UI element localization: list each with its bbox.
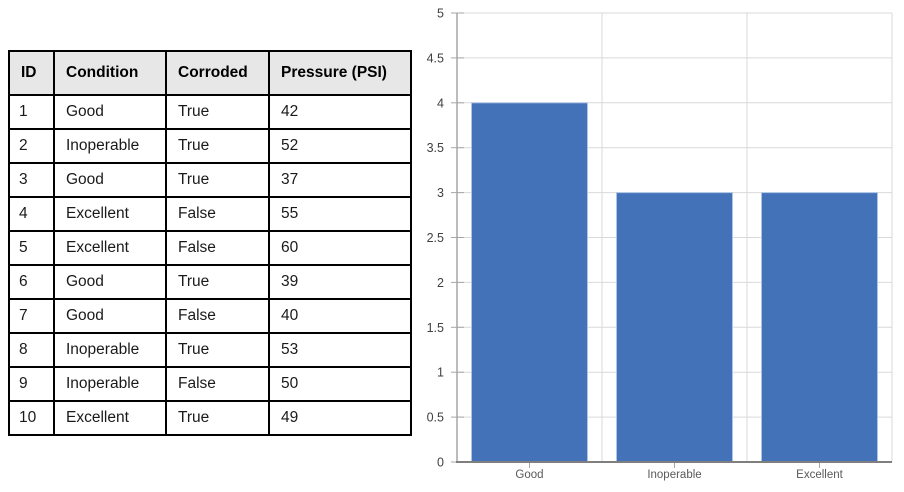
table-cell: True [165, 400, 270, 436]
y-axis-label: 5 [437, 7, 444, 21]
table-cell: Inoperable [53, 332, 167, 368]
y-axis-label: 0.5 [427, 411, 444, 425]
table-row: 6 Good True 39 [8, 264, 412, 300]
table-cell: 10 [8, 400, 55, 436]
table-cell: 49 [268, 400, 412, 436]
table-cell: 40 [268, 298, 412, 334]
table-row: 7 Good False 40 [8, 298, 412, 334]
y-axis-label: 3.5 [427, 141, 444, 155]
pipe-data-table-container: ID Condition Corroded Pressure (PSI) 1 Good T… [8, 50, 412, 436]
table-row: 1 Good True 42 [8, 94, 412, 130]
table-cell: True [165, 94, 270, 130]
table-cell: 8 [8, 332, 55, 368]
table-cell: True [165, 332, 270, 368]
table-cell: 37 [268, 162, 412, 198]
table-cell: True [165, 128, 270, 164]
table-row: 4 Excellent False 55 [8, 196, 412, 232]
table-row: 10 Excellent True 49 [8, 400, 412, 436]
table-cell: Good [53, 94, 167, 130]
table-cell: Inoperable [53, 366, 167, 402]
table-header-cell: Condition [53, 50, 167, 96]
pipe-data-table: ID Condition Corroded Pressure (PSI) 1 Good T… [8, 50, 412, 436]
table-cell: 5 [8, 230, 55, 266]
y-axis-label: 4.5 [427, 51, 444, 65]
y-axis-label: 2 [437, 276, 444, 290]
table-cell: 7 [8, 298, 55, 334]
pipe-table-body: 1 Good True 42 2 Inoperable True 52 3 Good True 37 4… [8, 94, 412, 436]
table-cell: 39 [268, 264, 412, 300]
table-cell: 60 [268, 230, 412, 266]
bar [616, 192, 733, 463]
table-cell: False [165, 366, 270, 402]
table-cell: 9 [8, 366, 55, 402]
x-axis-label: Excellent [796, 469, 843, 481]
table-row: 8 Inoperable True 53 [8, 332, 412, 368]
table-cell: False [165, 298, 270, 334]
y-axis-label: 2.5 [427, 231, 444, 245]
table-cell: Excellent [53, 230, 167, 266]
table-cell: False [165, 196, 270, 232]
table-cell: Inoperable [53, 128, 167, 164]
table-row: 9 Inoperable False 50 [8, 366, 412, 402]
table-cell: 4 [8, 196, 55, 232]
table-cell: 55 [268, 196, 412, 232]
bar [761, 192, 878, 463]
table-cell: 3 [8, 162, 55, 198]
y-axis-label: 4 [437, 96, 444, 110]
bar [471, 102, 588, 463]
table-row: 3 Good True 37 [8, 162, 412, 198]
table-cell: 6 [8, 264, 55, 300]
y-axis-label: 0 [437, 456, 444, 470]
table-cell: Excellent [53, 400, 167, 436]
table-cell: Good [53, 162, 167, 198]
table-cell: True [165, 264, 270, 300]
y-axis-label: 1 [437, 366, 444, 380]
table-cell: 2 [8, 128, 55, 164]
x-axis-label: Good [515, 469, 543, 481]
table-cell: Good [53, 298, 167, 334]
table-cell: 52 [268, 128, 412, 164]
table-header-cell: Pressure (PSI) [268, 50, 412, 96]
table-cell: 1 [8, 94, 55, 130]
y-axis-label: 1.5 [427, 321, 444, 335]
table-cell: True [165, 162, 270, 198]
table-header-cell: ID [8, 50, 55, 96]
table-header-row: ID Condition Corroded Pressure (PSI) [8, 50, 412, 96]
table-cell: Good [53, 264, 167, 300]
table-cell: 50 [268, 366, 412, 402]
table-row: 5 Excellent False 60 [8, 230, 412, 266]
table-cell: False [165, 230, 270, 266]
table-row: 2 Inoperable True 52 [8, 128, 412, 164]
y-axis-label: 3 [437, 186, 444, 200]
table-cell: 53 [268, 332, 412, 368]
x-axis-label: Inoperable [647, 469, 701, 481]
table-cell: Excellent [53, 196, 167, 232]
table-header-cell: Corroded [165, 50, 270, 96]
table-cell: 42 [268, 94, 412, 130]
